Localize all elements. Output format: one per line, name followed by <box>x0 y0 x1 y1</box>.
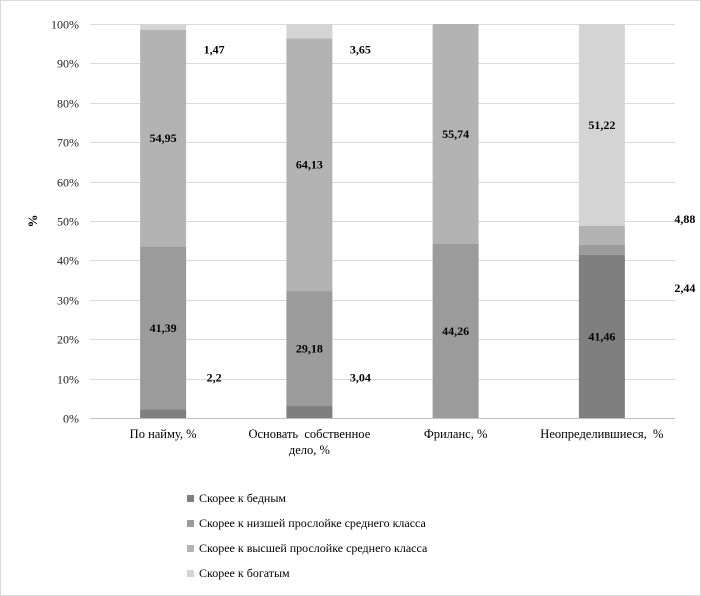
data-label: 55,74 <box>442 127 469 141</box>
bar-segment <box>286 406 333 418</box>
legend-label-lower-middle: Скорее к низшей прослойке среднего класс… <box>199 516 426 530</box>
category-label: Неопределившиеся, % <box>540 427 663 441</box>
bar-segment <box>432 24 479 244</box>
data-label: 51,22 <box>588 118 615 132</box>
y-tick-label: 20% <box>57 333 79 347</box>
data-label: 3,65 <box>350 43 371 57</box>
legend-swatch-lower-middle <box>187 520 194 527</box>
y-tick-label: 50% <box>57 215 79 229</box>
category-label: Основать собственное <box>248 427 370 441</box>
data-label: 1,47 <box>204 43 225 57</box>
y-tick-label: 70% <box>57 136 79 150</box>
data-label: 29,18 <box>296 342 323 356</box>
data-label: 64,13 <box>296 158 323 172</box>
y-tick-label: 0% <box>63 412 79 426</box>
data-label: 2,44 <box>674 281 695 295</box>
bar-segment <box>140 29 187 247</box>
y-tick-label: 90% <box>57 57 79 71</box>
bar-segment <box>578 245 625 255</box>
data-label: 54,95 <box>150 131 177 145</box>
bar-segment <box>140 409 187 418</box>
data-label: 2,2 <box>207 370 222 384</box>
y-tick-label: 100% <box>51 18 79 32</box>
bar-segment <box>578 24 625 226</box>
legend-label-upper-middle: Скорее к высшей прослойке среднего класс… <box>199 541 428 555</box>
legend-swatch-upper-middle <box>187 545 194 552</box>
bar-segment <box>140 23 187 30</box>
category-label: Фриланс, % <box>424 427 488 441</box>
legend-label-poor: Скорее к бедным <box>199 491 287 505</box>
category-label: По найму, % <box>130 427 197 441</box>
bar-segment <box>578 225 625 246</box>
data-label: 44,26 <box>442 324 469 338</box>
legend-swatch-rich <box>187 570 194 577</box>
y-axis-label: % <box>25 215 40 228</box>
bar-segment <box>432 243 479 418</box>
bar-segment <box>286 38 333 292</box>
y-tick-label: 80% <box>57 97 79 111</box>
y-tick-label: 10% <box>57 373 79 387</box>
data-label: 4,88 <box>674 212 695 226</box>
legend-item-lower-middle: Скорее к низшей прослойке среднего класс… <box>187 511 427 536</box>
legend-swatch-poor <box>187 495 194 502</box>
y-tick-label: 30% <box>57 294 79 308</box>
legend-item-poor: Скорее к бедным <box>187 486 427 511</box>
legend: Скорее к бедным Скорее к низшей прослойк… <box>187 486 427 586</box>
data-label: 3,04 <box>350 370 371 384</box>
y-tick-label: 60% <box>57 176 79 190</box>
legend-item-upper-middle: Скорее к высшей прослойке среднего класс… <box>187 536 427 561</box>
bar-segment <box>286 291 333 407</box>
bar-segment <box>140 246 187 410</box>
y-tick-label: 40% <box>57 254 79 268</box>
legend-item-rich: Скорее к богатым <box>187 561 427 586</box>
bar-segment <box>578 254 625 418</box>
data-label: 41,39 <box>150 321 177 335</box>
bar-segment <box>286 24 333 39</box>
category-label: дело, % <box>289 443 330 457</box>
data-label: 41,46 <box>588 329 615 343</box>
legend-label-rich: Скорее к богатым <box>199 566 290 580</box>
